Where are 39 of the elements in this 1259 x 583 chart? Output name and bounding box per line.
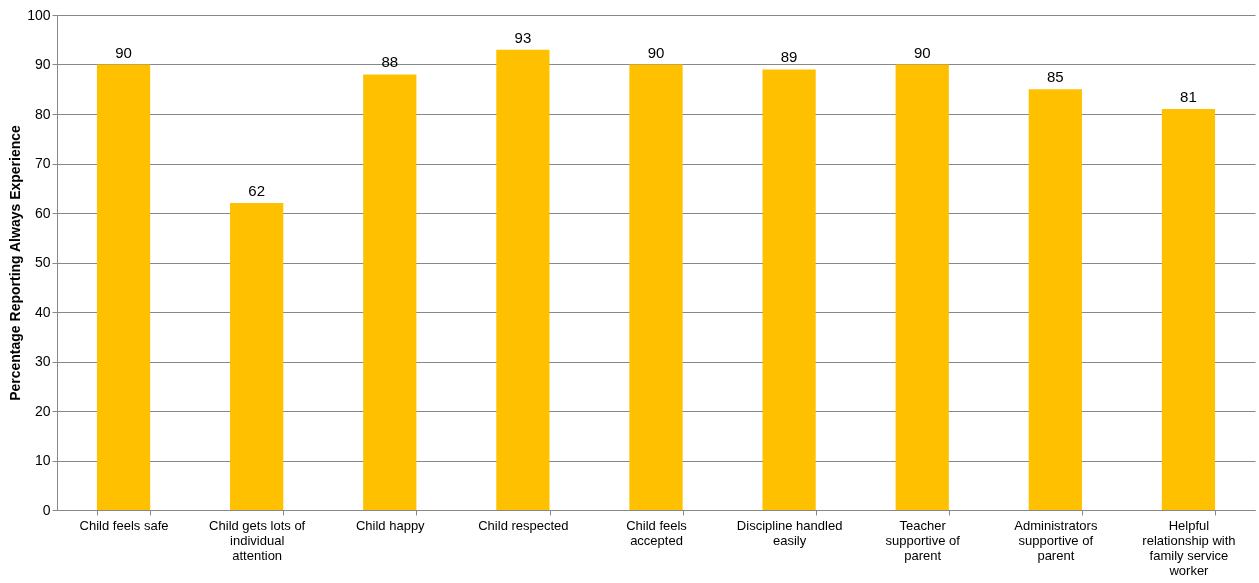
bar [762, 69, 816, 510]
data-label: 62 [248, 182, 266, 200]
bar [895, 64, 949, 510]
x-tick-label: Child respected [478, 517, 569, 533]
data-label: 88 [381, 53, 399, 71]
x-tick-label: Child feels accepted [626, 517, 688, 548]
y-tick-label: 90 [34, 56, 51, 72]
x-tick-label: Administrators supportive of parent [1014, 517, 1098, 563]
y-tick-label: 60 [34, 204, 51, 221]
x-tick-label: Child gets lots of individual attention [209, 517, 306, 563]
y-tick-label: 100 [27, 6, 51, 23]
y-tick-label: 0 [42, 501, 51, 518]
data-label: 89 [780, 48, 798, 66]
x-tick-label: Child happy [355, 517, 426, 533]
data-label: 81 [1180, 88, 1197, 106]
bar [1028, 89, 1082, 510]
y-tick-label: 10 [34, 452, 51, 468]
x-tick-label: Helpful relationship with family service worker [1142, 517, 1236, 578]
y-tick-label: 80 [34, 105, 51, 122]
data-label: 93 [514, 28, 532, 46]
y-tick-label: 50 [34, 254, 51, 270]
y-tick-label: 20 [34, 402, 51, 419]
bar [96, 64, 151, 510]
data-label: 90 [647, 43, 665, 61]
y-tick-label: 40 [34, 303, 51, 320]
data-label: 85 [1046, 68, 1064, 86]
y-tick-label: 30 [34, 353, 51, 369]
bar [1161, 109, 1216, 510]
y-axis-title: Percentage Reporting Always Experience [7, 124, 24, 401]
data-label: 90 [115, 43, 132, 61]
bar [629, 64, 683, 510]
x-tick-label: Teacher supportive of parent [885, 517, 961, 563]
bar [363, 74, 417, 510]
bar [230, 203, 284, 510]
y-tick-label: 70 [34, 155, 51, 171]
x-tick-label: Child feels safe [79, 517, 169, 533]
data-label: 90 [913, 43, 931, 61]
x-tick-label: Discipline handled easily [736, 517, 843, 548]
bar [496, 49, 550, 510]
